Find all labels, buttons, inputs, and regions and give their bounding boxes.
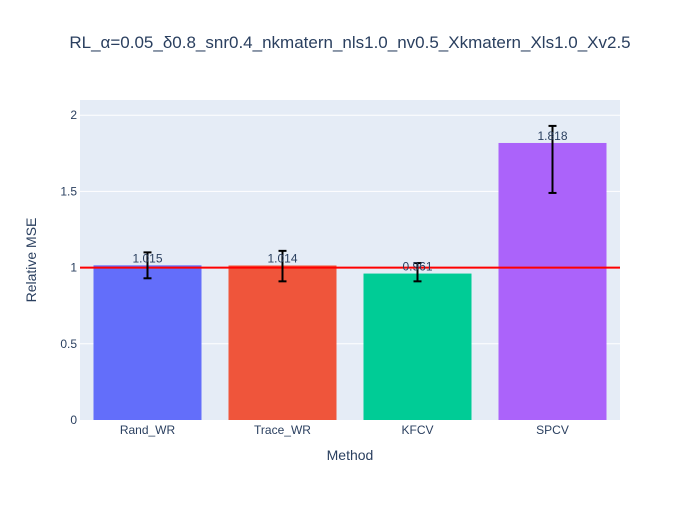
y-tick-label: 2: [70, 108, 77, 122]
y-tick-label: 1.5: [60, 184, 77, 198]
data-label: 1.015: [132, 251, 162, 265]
bar: [93, 265, 202, 420]
y-tick-label: 1: [70, 261, 77, 275]
x-axis-label: Method: [327, 447, 374, 463]
bar: [363, 273, 472, 420]
y-tick-label: 0.5: [60, 337, 77, 351]
chart-title: RL_α=0.05_δ0.8_snr0.4_nkmatern_nls1.0_nv…: [69, 33, 631, 52]
x-tick-label: Rand_WR: [120, 423, 176, 437]
data-label: 0.961: [402, 260, 432, 274]
bars-layer: [93, 142, 607, 420]
x-tick-labels: Rand_WR Trace_WR KFCV SPCV: [120, 423, 569, 437]
error-bars-layer: [143, 124, 557, 283]
x-tick-label: Trace_WR: [254, 423, 311, 437]
x-tick-label: KFCV: [401, 423, 433, 437]
y-axis-label: Relative MSE: [23, 218, 39, 303]
y-tick-label: 0: [70, 413, 77, 427]
data-label: 1.014: [267, 251, 297, 265]
x-tick-label: SPCV: [536, 423, 569, 437]
bar: [228, 265, 337, 420]
data-labels-layer: 1.015 1.014 0.961 1.818: [132, 129, 567, 274]
data-label: 1.818: [537, 129, 567, 143]
y-tick-labels: 0 0.5 1 1.5 2: [60, 108, 77, 427]
